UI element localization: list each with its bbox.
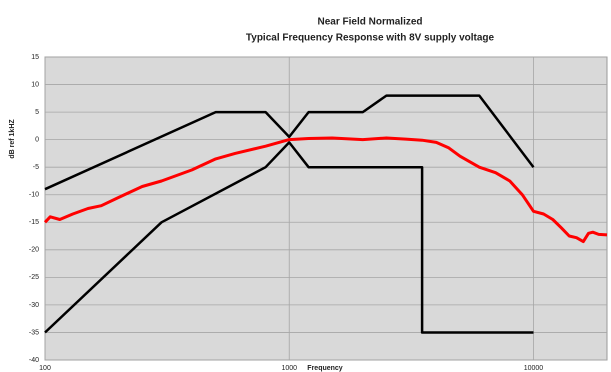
y-tick-label: -20 (29, 247, 39, 254)
plot-area (44, 56, 608, 361)
y-tick-label: 5 (35, 109, 39, 116)
series-line (44, 141, 534, 334)
y-tick-label: -30 (29, 302, 39, 309)
y-tick-label: -35 (29, 329, 39, 336)
y-tick-label: -10 (29, 192, 39, 199)
series-line (44, 94, 535, 191)
x-tick-label: 10000 (524, 365, 544, 372)
y-tick-label: 15 (31, 54, 39, 61)
chart-subtitle: Typical Frequency Response with 8V suppl… (246, 33, 495, 44)
series-line (43, 136, 608, 244)
y-axis-label: dB ref 1kHZ (9, 119, 16, 159)
y-tick-label: -15 (29, 219, 39, 226)
y-tick-label: -40 (29, 357, 39, 364)
y-tick-label: 10 (31, 81, 39, 88)
x-tick-label: 1000 (281, 365, 297, 372)
chart-title: Near Field Normalized (317, 17, 422, 28)
x-tick-label: 100 (39, 365, 51, 372)
y-tick-label: -5 (33, 164, 39, 171)
y-tick-label: 0 (35, 136, 39, 143)
y-tick-label: -25 (29, 274, 39, 281)
x-axis-label: Frequency (307, 365, 343, 372)
